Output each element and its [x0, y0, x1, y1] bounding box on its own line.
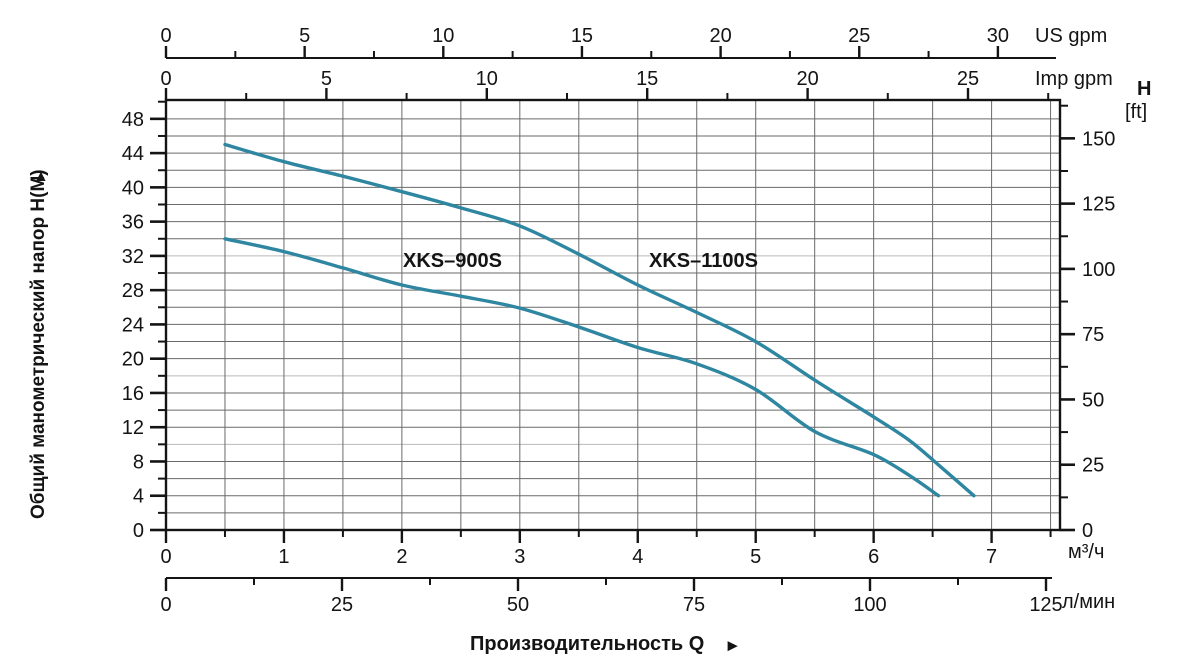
left-axis-tick-label: 40 [122, 177, 144, 199]
imp-gpm-tick-label: 15 [636, 68, 658, 90]
curve-label-xks-1100s: XKS–1100S [649, 250, 758, 272]
left-axis-tick-label: 16 [122, 383, 144, 405]
feet-unit-label: [ft] [1125, 101, 1148, 123]
m3h-tick-label: 0 [160, 546, 171, 568]
left-axis-tick-label: 12 [122, 417, 144, 439]
left-axis-tick-label: 36 [122, 212, 144, 234]
lmin-unit-label: л/мин [1062, 591, 1116, 613]
right-axis-tick-label: 0 [1082, 520, 1093, 542]
imp-gpm-unit-label: Imp gpm [1035, 68, 1113, 90]
imp-gpm-tick-label: 0 [160, 68, 171, 90]
left-axis-tick-label: 24 [122, 314, 144, 336]
m3h-tick-label: 2 [396, 546, 407, 568]
imp-gpm-tick-label: 25 [957, 68, 979, 90]
us-gpm-tick-label: 15 [571, 25, 593, 47]
m3h-tick-label: 1 [278, 546, 289, 568]
lmin-tick-label: 100 [853, 594, 886, 616]
us-gpm-tick-label: 10 [432, 25, 454, 47]
us-gpm-unit-label: US gpm [1035, 25, 1108, 47]
x-axis-title-text: Производительность Q [470, 633, 705, 655]
m3h-unit-label: м³/ч [1068, 541, 1105, 563]
lmin-tick-label: 125 [1029, 594, 1062, 616]
left-axis-tick-label: 32 [122, 246, 144, 268]
left-axis-tick-label: 20 [122, 349, 144, 371]
lmin-tick-label: 25 [331, 594, 353, 616]
right-axis-tick-label: 125 [1082, 194, 1115, 216]
y-axis-arrow-icon: ▲ [33, 168, 49, 185]
us-gpm-tick-label: 5 [299, 25, 310, 47]
imp-gpm-tick-label: 5 [321, 68, 332, 90]
m3h-tick-label: 6 [868, 546, 879, 568]
left-axis-tick-label: 4 [133, 486, 144, 508]
x-axis-title: Производительность Q ► [470, 633, 741, 656]
plot-border [164, 98, 1062, 532]
m3h-tick-label: 3 [514, 546, 525, 568]
left-axis-tick-label: 44 [122, 143, 144, 165]
curve-xks-900s [223, 237, 941, 498]
right-axis-tick-label: 150 [1082, 128, 1115, 150]
imp-gpm-tick-label: 20 [796, 68, 818, 90]
lmin-tick-label: 50 [507, 594, 529, 616]
right-axis-tick-label: 100 [1082, 259, 1115, 281]
y-axis-title: Общий манометрический напор H(M) [28, 169, 49, 519]
left-axis-tick-label: 48 [122, 109, 144, 131]
right-axis-tick-label: 25 [1082, 455, 1104, 477]
x-axis-arrow-icon: ► [724, 635, 742, 655]
us-gpm-tick-label: 25 [848, 25, 870, 47]
lmin-tick-label: 0 [160, 594, 171, 616]
m3h-tick-label: 5 [750, 546, 761, 568]
right-axis-tick-label: 75 [1082, 324, 1104, 346]
us-gpm-tick-label: 0 [160, 25, 171, 47]
m3h-tick-label: 4 [632, 546, 643, 568]
m3h-tick-label: 7 [986, 546, 997, 568]
right-axis-tick-label: 50 [1082, 389, 1104, 411]
left-axis-tick-label: 28 [122, 280, 144, 302]
us-gpm-tick-label: 20 [709, 25, 731, 47]
us-gpm-tick-label: 30 [987, 25, 1009, 47]
lmin-tick-label: 75 [683, 594, 705, 616]
left-axis-tick-label: 8 [133, 451, 144, 473]
left-axis-tick-label: 0 [133, 520, 144, 542]
imp-gpm-tick-label: 10 [476, 68, 498, 90]
curve-label-xks-900s: XKS–900S [403, 250, 502, 272]
curve-xks-1100s [223, 142, 976, 498]
head-unit-label: H [1137, 78, 1152, 100]
